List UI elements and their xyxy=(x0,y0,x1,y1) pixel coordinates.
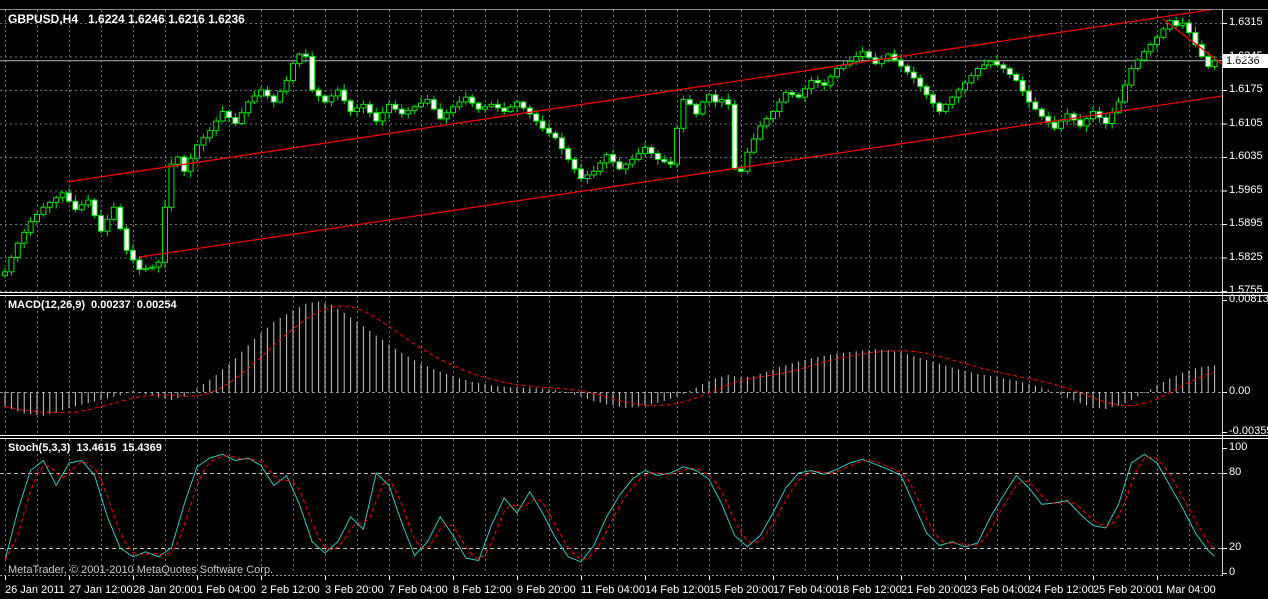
time-axis[interactable] xyxy=(0,576,1222,599)
macd-signal-line xyxy=(4,305,1215,414)
stoch-k-line xyxy=(4,453,1215,563)
stoch-d-line xyxy=(4,455,1215,561)
axis-ticks xyxy=(5,23,1227,580)
trendlines-layer[interactable] xyxy=(66,8,1222,258)
panel-borders xyxy=(0,9,1268,576)
candles-layer xyxy=(2,16,1218,278)
macd-histogram xyxy=(4,301,1216,416)
price-axis[interactable] xyxy=(1222,9,1268,575)
